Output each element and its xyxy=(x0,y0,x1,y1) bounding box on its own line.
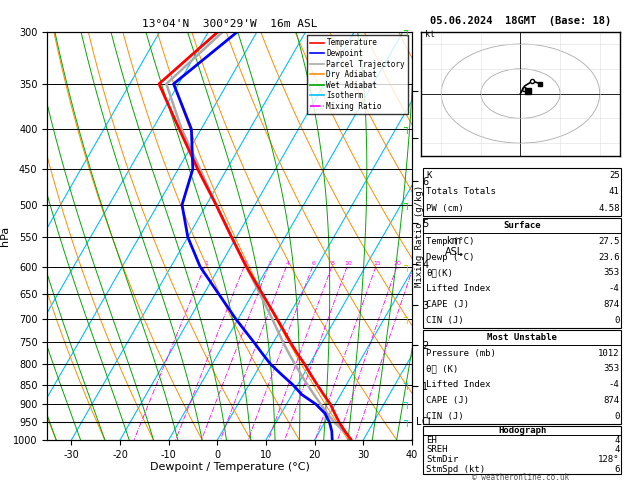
Text: 0: 0 xyxy=(614,412,620,421)
Text: 4: 4 xyxy=(614,445,620,454)
Text: 874: 874 xyxy=(603,396,620,405)
Text: PW (cm): PW (cm) xyxy=(426,204,464,213)
Text: Surface: Surface xyxy=(504,221,541,230)
Text: Dewp (°C): Dewp (°C) xyxy=(426,253,475,261)
Text: 2: 2 xyxy=(243,261,247,266)
Text: © weatheronline.co.uk: © weatheronline.co.uk xyxy=(472,473,569,482)
Text: StmDir: StmDir xyxy=(426,455,459,464)
Text: 1012: 1012 xyxy=(598,348,620,358)
Text: EH: EH xyxy=(426,435,437,445)
Legend: Temperature, Dewpoint, Parcel Trajectory, Dry Adiabat, Wet Adiabat, Isotherm, Mi: Temperature, Dewpoint, Parcel Trajectory… xyxy=(308,35,408,114)
Text: 1: 1 xyxy=(204,261,208,266)
Text: 353: 353 xyxy=(603,268,620,278)
Text: -4: -4 xyxy=(609,380,620,389)
Text: 20: 20 xyxy=(394,261,402,266)
Text: kt: kt xyxy=(425,30,435,38)
Text: CIN (J): CIN (J) xyxy=(426,412,464,421)
Text: Lifted Index: Lifted Index xyxy=(426,284,491,293)
Title: 13°04'N  300°29'W  16m ASL: 13°04'N 300°29'W 16m ASL xyxy=(142,19,318,30)
Text: ┐: ┐ xyxy=(404,261,410,272)
Text: ┐: ┐ xyxy=(404,399,410,409)
Text: 15: 15 xyxy=(373,261,381,266)
Text: Lifted Index: Lifted Index xyxy=(426,380,491,389)
Text: 4: 4 xyxy=(614,435,620,445)
Text: 6: 6 xyxy=(311,261,316,266)
Text: CAPE (J): CAPE (J) xyxy=(426,300,469,309)
Text: 27.5: 27.5 xyxy=(598,237,620,246)
Text: 4.58: 4.58 xyxy=(598,204,620,213)
Text: K: K xyxy=(426,171,432,180)
Text: StmSpd (kt): StmSpd (kt) xyxy=(426,465,486,473)
Y-axis label: hPa: hPa xyxy=(0,226,10,246)
Text: CAPE (J): CAPE (J) xyxy=(426,396,469,405)
Text: 3: 3 xyxy=(267,261,272,266)
Text: 23.6: 23.6 xyxy=(598,253,620,261)
Text: 353: 353 xyxy=(603,364,620,374)
Text: ┐: ┐ xyxy=(404,124,410,134)
Text: 0: 0 xyxy=(614,316,620,325)
Text: θᴀ (K): θᴀ (K) xyxy=(426,364,459,374)
Text: 25: 25 xyxy=(609,171,620,180)
Text: 05.06.2024  18GMT  (Base: 18): 05.06.2024 18GMT (Base: 18) xyxy=(430,16,611,26)
X-axis label: Dewpoint / Temperature (°C): Dewpoint / Temperature (°C) xyxy=(150,462,309,472)
Text: Mixing Ratio (g/kg): Mixing Ratio (g/kg) xyxy=(415,185,424,287)
Text: -4: -4 xyxy=(609,284,620,293)
Text: 128°: 128° xyxy=(598,455,620,464)
Text: Temp (°C): Temp (°C) xyxy=(426,237,475,246)
Text: ┐: ┐ xyxy=(404,417,410,428)
Text: Totals Totals: Totals Totals xyxy=(426,188,496,196)
Text: LCL: LCL xyxy=(416,417,433,428)
Text: ┐: ┐ xyxy=(404,380,410,390)
Text: CIN (J): CIN (J) xyxy=(426,316,464,325)
Text: 41: 41 xyxy=(609,188,620,196)
Text: 10: 10 xyxy=(344,261,352,266)
Text: 874: 874 xyxy=(603,300,620,309)
Text: 6: 6 xyxy=(614,465,620,473)
Text: ┐: ┐ xyxy=(404,27,410,36)
Text: ┐: ┐ xyxy=(404,314,410,324)
Text: θᴀ(K): θᴀ(K) xyxy=(426,268,454,278)
Text: Most Unstable: Most Unstable xyxy=(487,333,557,342)
Y-axis label: km
ASL: km ASL xyxy=(445,236,463,257)
Text: 4: 4 xyxy=(286,261,289,266)
Text: Pressure (mb): Pressure (mb) xyxy=(426,348,496,358)
Text: Hodograph: Hodograph xyxy=(498,426,547,435)
Text: 8: 8 xyxy=(331,261,335,266)
Text: ┐: ┐ xyxy=(404,200,410,210)
Text: SREH: SREH xyxy=(426,445,448,454)
